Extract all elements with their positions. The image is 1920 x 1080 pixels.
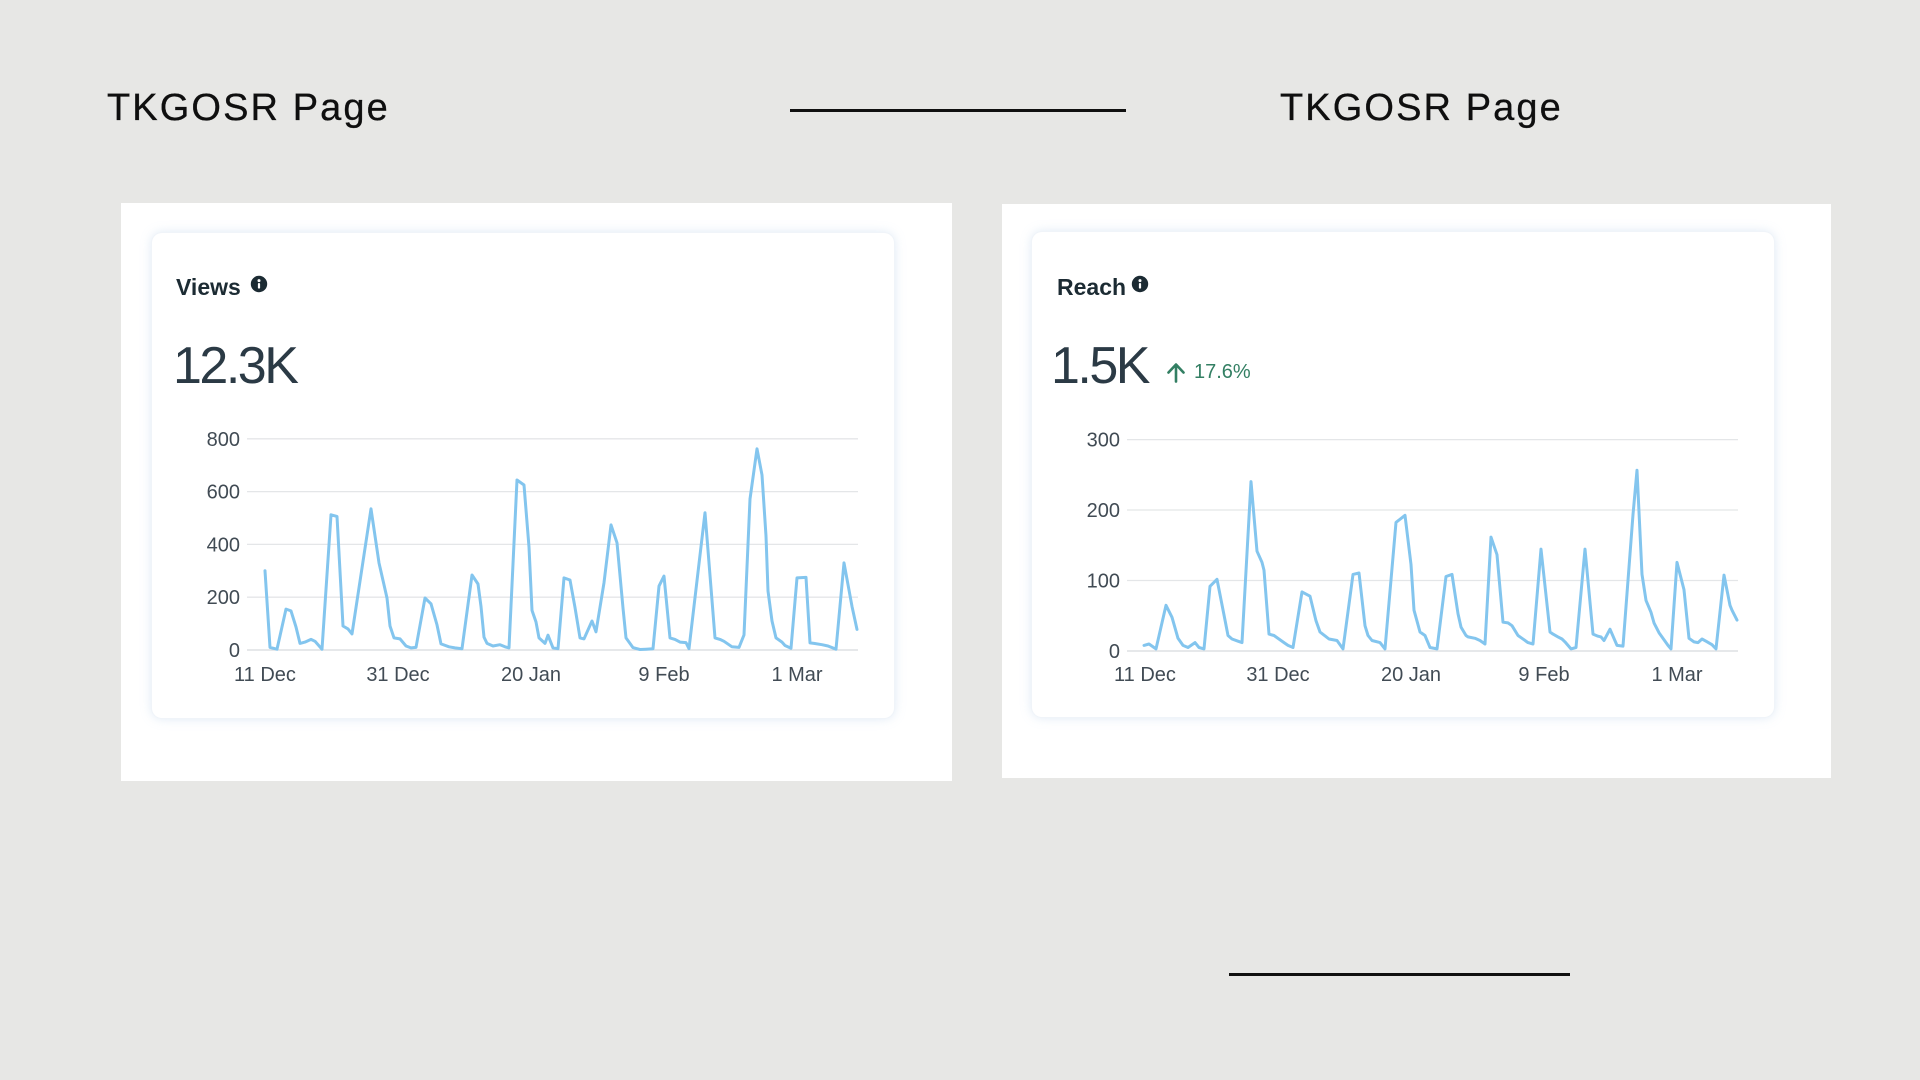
svg-text:1 Mar: 1 Mar	[771, 664, 822, 686]
svg-text:31 Dec: 31 Dec	[366, 664, 429, 686]
svg-text:100: 100	[1087, 571, 1120, 593]
svg-text:0: 0	[229, 640, 240, 662]
svg-text:1 Mar: 1 Mar	[1651, 664, 1702, 686]
svg-text:200: 200	[1087, 500, 1120, 522]
svg-text:9 Feb: 9 Feb	[1518, 664, 1569, 686]
svg-text:0: 0	[1109, 641, 1120, 663]
svg-text:11 Dec: 11 Dec	[234, 664, 296, 686]
svg-text:600: 600	[207, 482, 240, 504]
svg-text:400: 400	[207, 534, 240, 556]
svg-text:800: 800	[207, 429, 240, 451]
svg-text:20 Jan: 20 Jan	[1381, 664, 1441, 686]
svg-text:300: 300	[1087, 430, 1120, 452]
svg-text:20 Jan: 20 Jan	[501, 664, 561, 686]
svg-text:200: 200	[207, 587, 240, 609]
svg-text:31 Dec: 31 Dec	[1246, 664, 1309, 686]
svg-text:11 Dec: 11 Dec	[1114, 664, 1176, 686]
svg-text:9 Feb: 9 Feb	[638, 664, 689, 686]
